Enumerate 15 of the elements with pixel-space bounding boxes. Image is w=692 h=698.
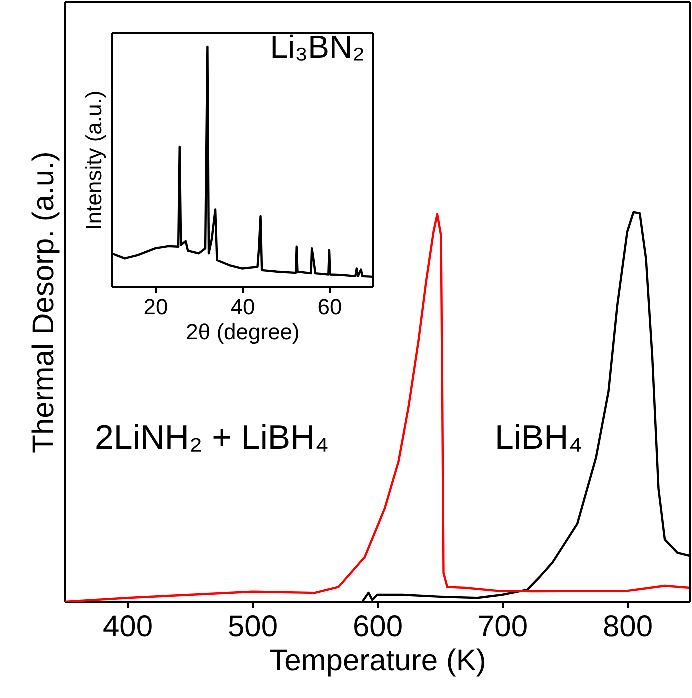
x-tick-label: 600 (352, 610, 404, 644)
y-axis-title: Thermal Desorp. (a.u.) (28, 152, 60, 454)
x-tick-label: 60 (318, 294, 342, 320)
text: 2LiNH₂ + LiBH₄ (95, 419, 329, 457)
x-axis-title: Temperature (K) (270, 644, 486, 678)
x-tick-label: 500 (228, 610, 278, 644)
x-tick-label: 20 (144, 294, 168, 320)
y-axis-title: Intensity (a.u.) (82, 90, 106, 230)
x-tick-label: 700 (478, 610, 528, 644)
x-axis-title: 2θ (degree) (186, 320, 300, 344)
annotation: Li₃BN₂ (270, 29, 365, 65)
x-tick-label: 40 (230, 294, 256, 320)
x-tick-label: 800 (602, 610, 654, 644)
series-label: LiBH₄ (495, 419, 583, 457)
x-tick-label: 400 (102, 610, 154, 644)
